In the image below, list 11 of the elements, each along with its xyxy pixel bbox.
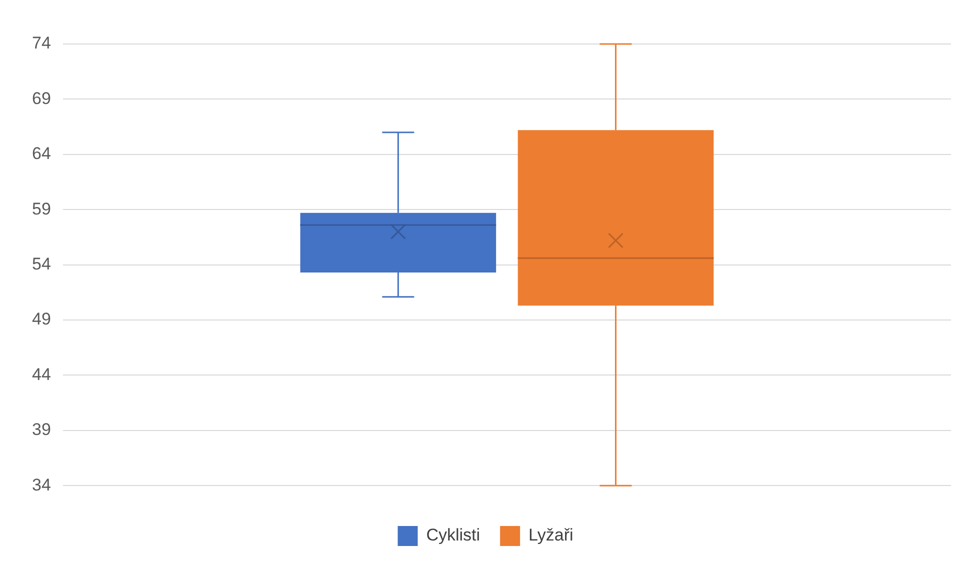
legend-label: Lyžaři [528, 526, 574, 545]
y-tick-label: 69 [32, 88, 51, 108]
y-tick-label: 34 [32, 475, 51, 494]
legend-label: Cyklisti [426, 526, 480, 545]
y-tick-label: 64 [32, 144, 51, 164]
y-tick-label: 39 [32, 420, 51, 440]
y-tick-label: 74 [32, 34, 51, 53]
y-tick-label: 49 [32, 310, 51, 329]
y-tick-label: 59 [32, 199, 51, 218]
y-tick-label: 44 [32, 364, 51, 384]
y-tick-label: 54 [32, 254, 51, 274]
